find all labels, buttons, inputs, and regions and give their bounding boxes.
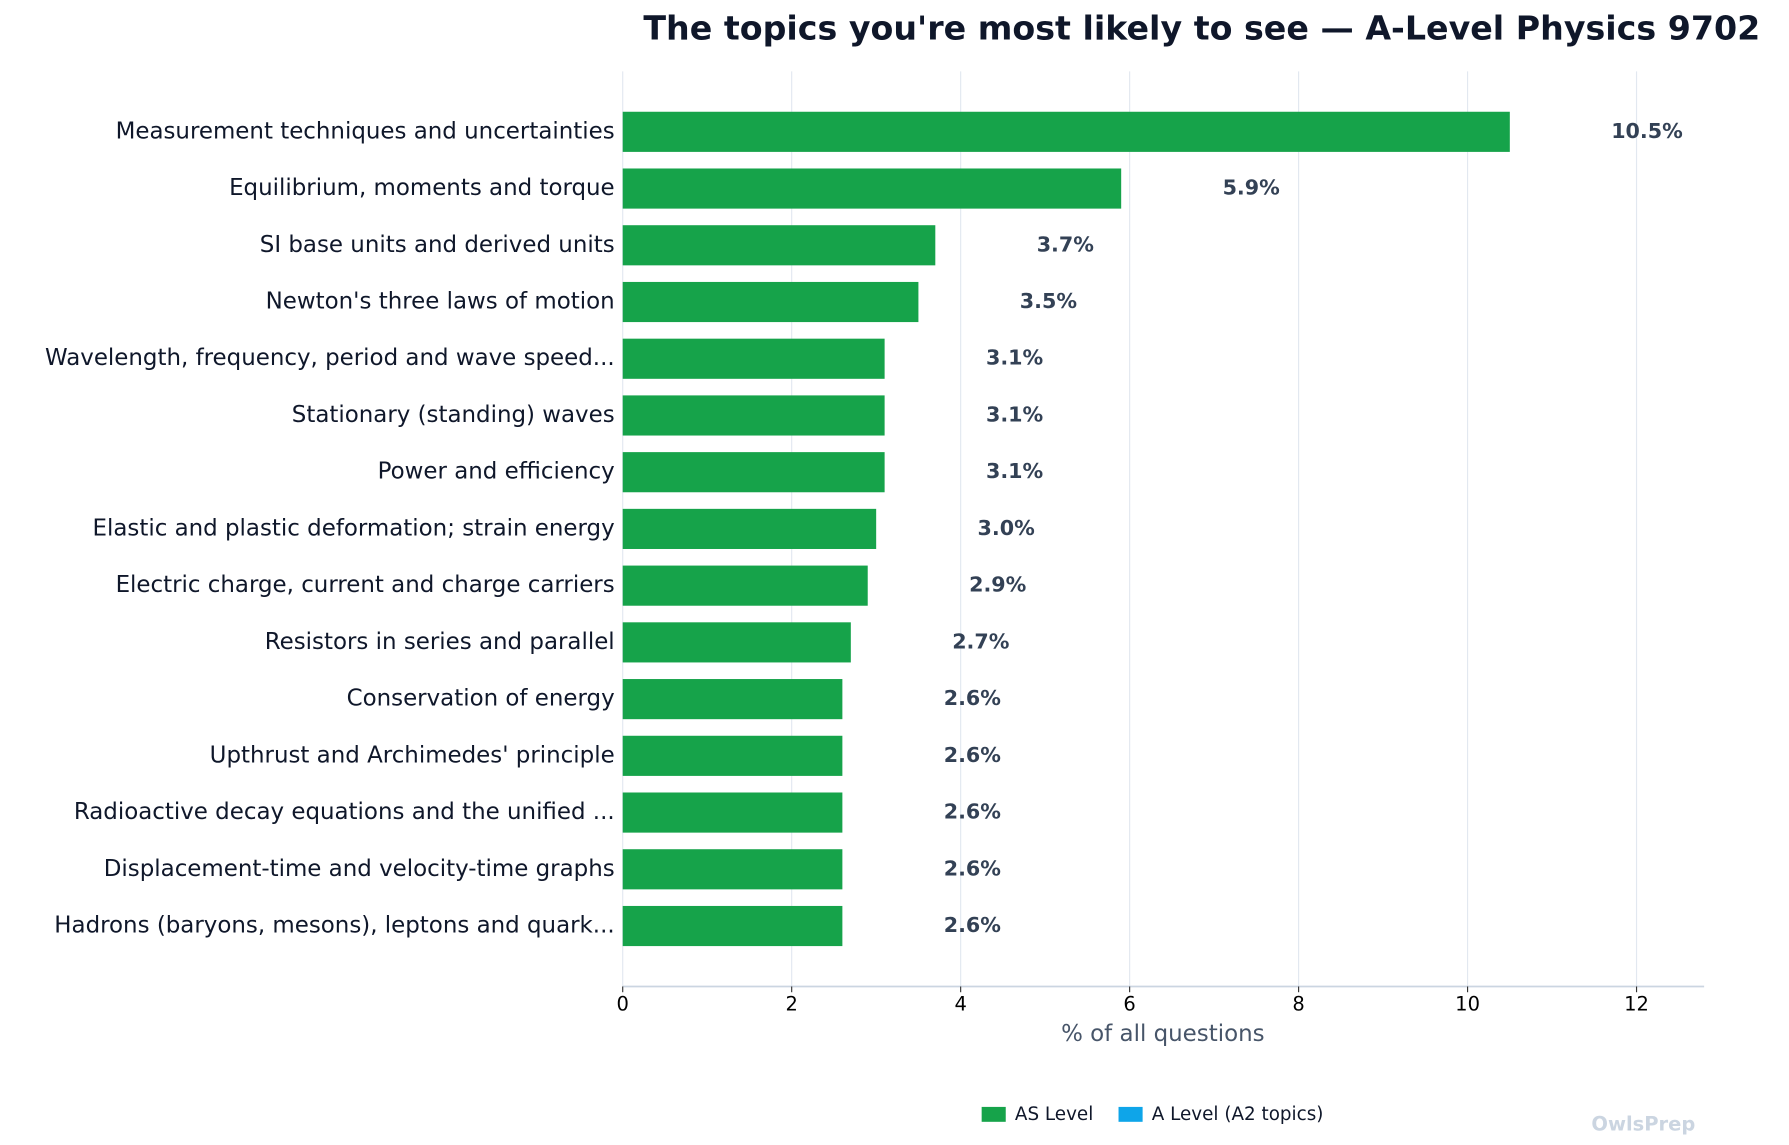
- legend-swatch: [981, 1106, 1006, 1122]
- bar: [622, 111, 1510, 152]
- y-tick-label: Newton's three laws of motion: [266, 289, 615, 315]
- y-tick-label: SI base units and derived units: [260, 232, 615, 258]
- bar: [622, 281, 919, 323]
- legend-swatch: [1118, 1106, 1143, 1122]
- x-tick-label: 0: [617, 992, 629, 1015]
- value-label: 3.1%: [986, 402, 1044, 426]
- legend-label: AS Level: [1015, 1104, 1093, 1125]
- y-tick-label: Electric charge, current and charge carr…: [116, 572, 615, 598]
- y-tick-label: Radioactive decay equations and the unif…: [74, 799, 615, 825]
- y-tick-label: Upthrust and Archimedes' principle: [210, 742, 615, 768]
- y-tick-label: Equilibrium, moments and torque: [229, 175, 615, 201]
- value-label: 3.0%: [978, 516, 1036, 540]
- bar: [622, 622, 851, 663]
- x-tick-label: 6: [1123, 992, 1135, 1015]
- value-label: 2.7%: [952, 629, 1010, 653]
- value-label: 5.9%: [1223, 176, 1281, 200]
- value-label: 2.6%: [944, 686, 1002, 710]
- value-label: 2.6%: [944, 800, 1002, 824]
- x-tick-label: 12: [1624, 992, 1649, 1015]
- value-label: 2.6%: [944, 913, 1002, 937]
- bar: [622, 168, 1122, 209]
- y-tick-label: Stationary (standing) waves: [292, 402, 615, 428]
- value-label: 10.5%: [1611, 119, 1683, 143]
- bar: [622, 735, 843, 776]
- legend-label: A Level (A2 topics): [1152, 1104, 1324, 1125]
- x-tick-label: 8: [1292, 992, 1304, 1015]
- bar: [622, 792, 843, 833]
- bar: [622, 849, 843, 890]
- x-tick-label: 2: [785, 992, 797, 1015]
- y-tick-label: Resistors in series and parallel: [265, 629, 615, 655]
- value-label: 2.6%: [944, 743, 1002, 767]
- x-tick-label: 4: [954, 992, 966, 1015]
- value-label: 3.1%: [986, 459, 1044, 483]
- value-label: 2.9%: [969, 573, 1027, 597]
- y-tick-label: Conservation of energy: [347, 686, 615, 712]
- bar: [622, 395, 885, 436]
- y-tick-label: Power and efficiency: [378, 459, 615, 485]
- value-label: 2.6%: [944, 856, 1002, 880]
- y-tick-label: Elastic and plastic deformation; strain …: [93, 515, 615, 541]
- chart-title: The topics you're most likely to see — A…: [643, 9, 1760, 48]
- bar: [622, 905, 843, 947]
- bar: [622, 338, 885, 379]
- bar: [622, 565, 868, 606]
- y-tick-label: Wavelength, frequency, period and wave s…: [45, 345, 615, 371]
- value-label: 3.7%: [1037, 232, 1095, 256]
- x-tick-label: 10: [1455, 992, 1480, 1015]
- y-tick-label: Hadrons (baryons, mesons), leptons and q…: [54, 913, 614, 939]
- bar: [622, 679, 843, 720]
- x-axis-label: % of all questions: [1061, 1021, 1265, 1047]
- watermark: OwlsPrep: [1591, 1113, 1695, 1136]
- bar: [622, 508, 877, 549]
- value-label: 3.5%: [1020, 289, 1078, 313]
- y-tick-label: Displacement-time and velocity-time grap…: [104, 856, 615, 882]
- value-label: 3.1%: [986, 346, 1044, 370]
- y-tick-label: Measurement techniques and uncertainties: [116, 118, 615, 144]
- bar: [622, 452, 885, 493]
- bar: [622, 225, 936, 266]
